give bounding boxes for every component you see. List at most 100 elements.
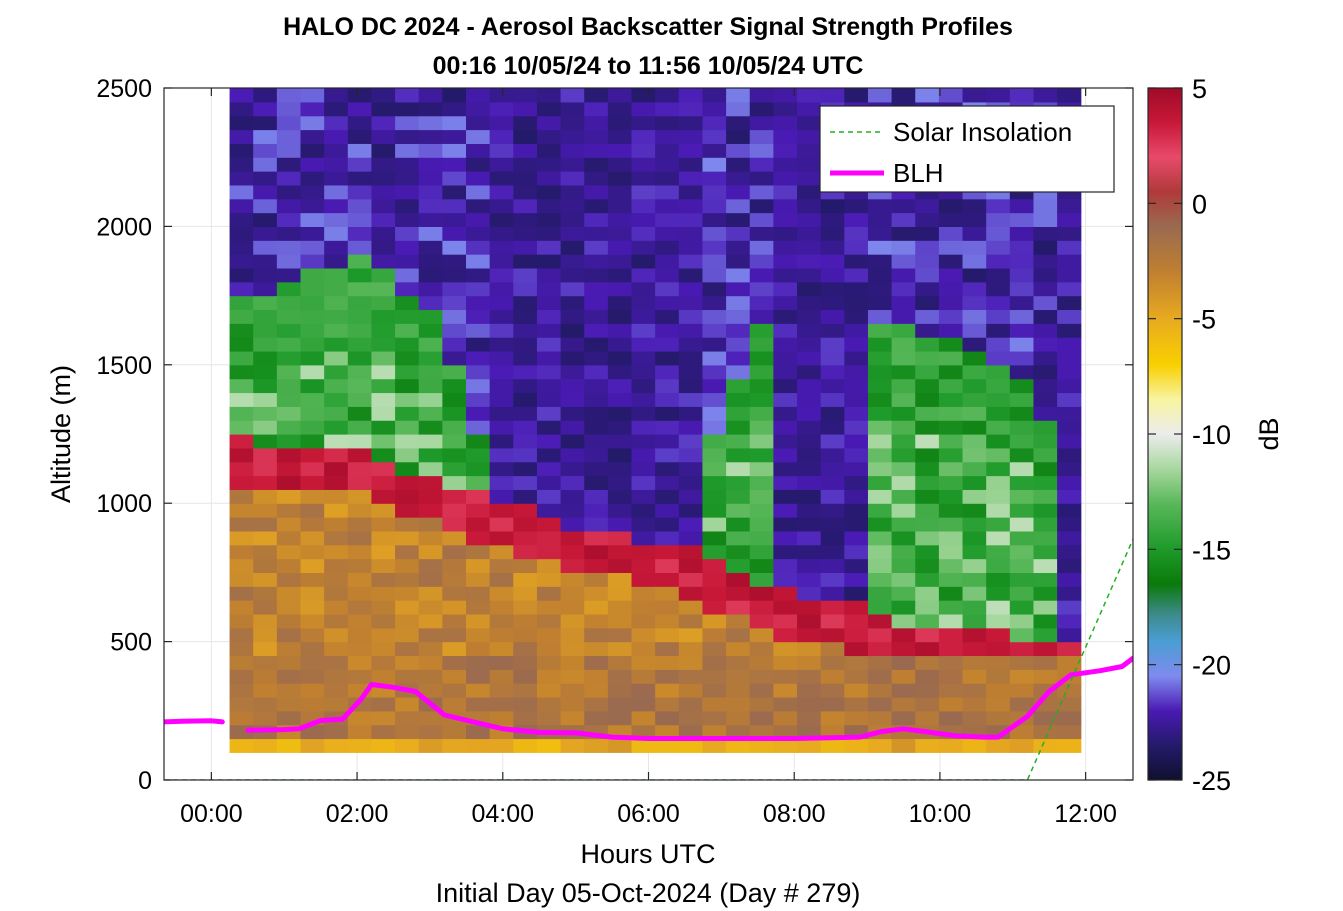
heatmap-cell (678, 157, 704, 172)
heatmap-cell (702, 683, 727, 698)
heatmap-cell (489, 420, 514, 435)
heatmap-cell (655, 254, 680, 269)
heatmap-cell (962, 655, 987, 670)
heatmap-cell (276, 88, 302, 103)
heatmap-cell (797, 129, 822, 144)
heatmap-cell (631, 115, 656, 131)
heatmap-cell (324, 364, 349, 380)
heatmap-cell (442, 586, 467, 601)
heatmap-cell (607, 683, 633, 698)
heatmap-cell (395, 530, 420, 546)
heatmap-cell (938, 461, 964, 477)
heatmap-cell (962, 281, 987, 297)
heatmap-cell (536, 586, 562, 601)
heatmap-cell (702, 184, 727, 200)
heatmap-cell (915, 337, 940, 352)
heatmap-cell (513, 171, 538, 186)
heatmap-cell (726, 198, 751, 214)
heatmap-cell (797, 254, 822, 269)
heatmap-cell (347, 350, 373, 366)
heatmap-cell (371, 115, 396, 131)
heatmap-cell (584, 447, 609, 463)
heatmap-cell (797, 267, 822, 283)
heatmap-cell (466, 88, 491, 103)
heatmap-cell (844, 572, 869, 587)
heatmap-cell (938, 198, 964, 214)
heatmap-cell (560, 267, 585, 283)
heatmap-cell (324, 309, 349, 324)
heatmap-cell (536, 655, 562, 670)
heatmap-cell (347, 115, 373, 131)
heatmap-cell (607, 641, 633, 657)
heatmap-cell (513, 267, 538, 283)
heatmap-cell (536, 420, 562, 435)
heatmap-cell (253, 738, 278, 753)
heatmap-cell (253, 392, 278, 407)
heatmap-cell (324, 378, 349, 394)
heatmap-cell (678, 683, 704, 698)
heatmap-cell (867, 586, 893, 601)
heatmap-cell (489, 378, 514, 394)
heatmap-cell (276, 613, 302, 629)
heatmap-cell (678, 101, 704, 117)
heatmap-cell (466, 738, 491, 753)
heatmap-cell (276, 475, 302, 490)
heatmap-cell (938, 295, 964, 311)
heatmap-cell (891, 364, 916, 380)
heatmap-cell (631, 171, 656, 186)
heatmap-cell (962, 683, 987, 698)
heatmap-cell (395, 669, 420, 684)
heatmap-cell (229, 434, 254, 449)
heatmap-cell (395, 337, 420, 352)
heatmap-cell (797, 655, 822, 670)
heatmap-cell (962, 350, 987, 366)
heatmap-cell (962, 447, 987, 463)
heatmap-cell (820, 378, 845, 394)
heatmap-cell (300, 378, 325, 394)
heatmap-cell (584, 157, 609, 172)
heatmap-cell (726, 503, 751, 518)
heatmap-cell (820, 88, 845, 103)
heatmap-cell (395, 378, 420, 394)
heatmap-cell (655, 447, 680, 463)
heatmap-cell (324, 696, 349, 712)
heatmap-cell (749, 392, 774, 407)
heatmap-cell (418, 254, 443, 269)
heatmap-cell (773, 613, 798, 629)
heatmap-cell (820, 434, 845, 449)
heatmap-cell (513, 364, 538, 380)
heatmap-cell (844, 641, 869, 657)
heatmap-cell (962, 517, 987, 532)
heatmap-cell (820, 655, 845, 670)
heatmap-cell (844, 378, 869, 394)
y-axis-label: Altitude (m) (46, 365, 76, 503)
heatmap-cell (253, 184, 278, 200)
heatmap-cell (844, 323, 869, 338)
heatmap-cell (276, 115, 302, 131)
heatmap-cell (655, 88, 680, 103)
heatmap-cell (867, 572, 893, 587)
heatmap-cell (347, 226, 373, 241)
heatmap-cell (820, 489, 845, 504)
x-tick-label: 04:00 (472, 800, 535, 828)
heatmap-cell (773, 171, 798, 186)
heatmap-cell (324, 489, 349, 504)
heatmap-cell (631, 517, 656, 532)
heatmap-cell (962, 544, 987, 560)
heatmap-cell (702, 669, 727, 684)
heatmap-cell (253, 475, 278, 490)
heatmap-cell (513, 447, 538, 463)
heatmap-cell (513, 350, 538, 366)
heatmap-cell (702, 434, 727, 449)
heatmap-cell (324, 184, 349, 200)
heatmap-cell (844, 240, 869, 255)
heatmap-cell (631, 88, 656, 103)
heatmap-cell (607, 475, 633, 490)
heatmap-cell (371, 88, 396, 103)
heatmap-cell (418, 655, 443, 670)
heatmap-cell (560, 586, 585, 601)
heatmap-cell (915, 503, 940, 518)
heatmap-cell (1009, 669, 1035, 684)
heatmap-cell (655, 738, 680, 753)
heatmap-cell (536, 517, 562, 532)
